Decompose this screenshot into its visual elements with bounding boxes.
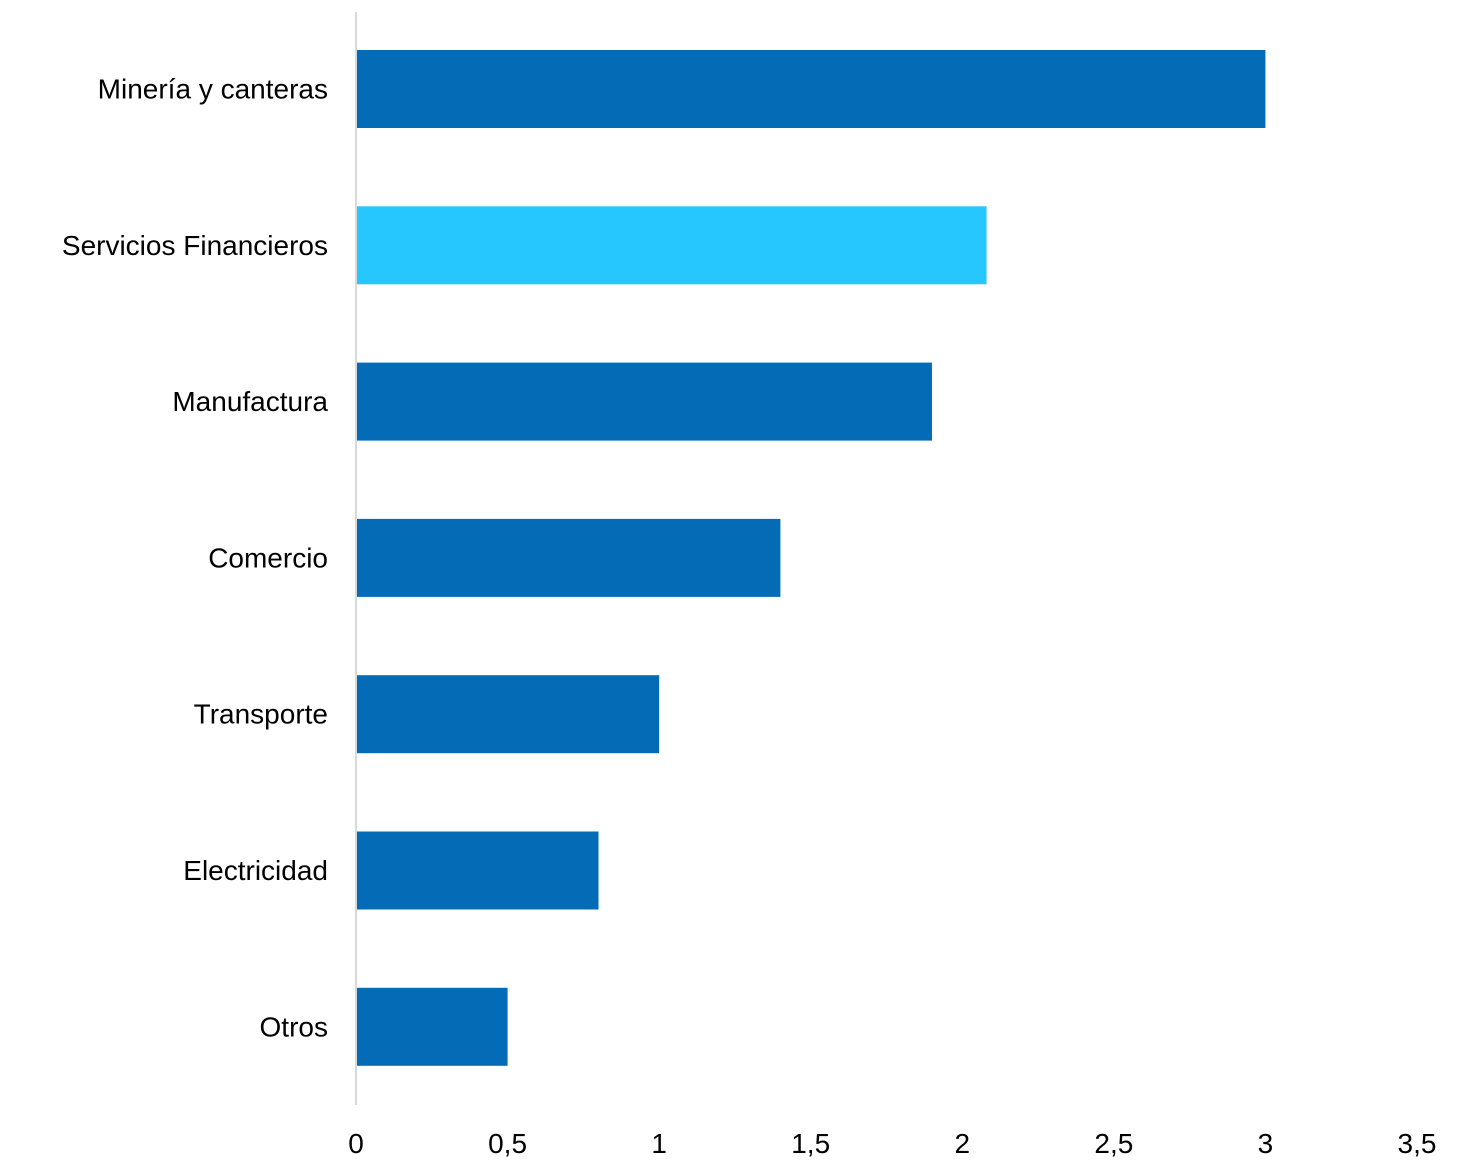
category-label: Manufactura <box>172 386 328 417</box>
category-label: Servicios Financieros <box>62 230 328 261</box>
category-label: Electricidad <box>183 855 328 886</box>
x-tick-label: 3,5 <box>1398 1128 1437 1159</box>
bar-2 <box>356 362 932 441</box>
category-labels: Minería y canteras Servicios Financieros M… <box>62 74 329 1043</box>
category-label: Comercio <box>208 542 328 573</box>
x-tick-label: 1,5 <box>791 1128 830 1159</box>
bar-3 <box>356 518 781 597</box>
x-axis-tick-labels: 0 0,5 1 1,5 2 2,5 3 3,5 <box>348 1128 1436 1159</box>
bars-layer <box>356 50 1266 1066</box>
x-tick-label: 3 <box>1258 1128 1274 1159</box>
x-tick-label: 1 <box>651 1128 667 1159</box>
x-tick-label: 2 <box>954 1128 970 1159</box>
category-label: Transporte <box>194 699 328 730</box>
bar-0 <box>356 50 1266 128</box>
x-tick-label: 2,5 <box>1094 1128 1133 1159</box>
bar-4 <box>356 675 660 754</box>
category-label: Minería y canteras <box>98 74 328 105</box>
x-tick-label: 0 <box>348 1128 364 1159</box>
bar-1 <box>356 206 987 285</box>
x-tick-label: 0,5 <box>488 1128 527 1159</box>
bar-5 <box>356 831 599 910</box>
bar-6 <box>356 987 508 1066</box>
category-label: Otros <box>260 1011 328 1042</box>
